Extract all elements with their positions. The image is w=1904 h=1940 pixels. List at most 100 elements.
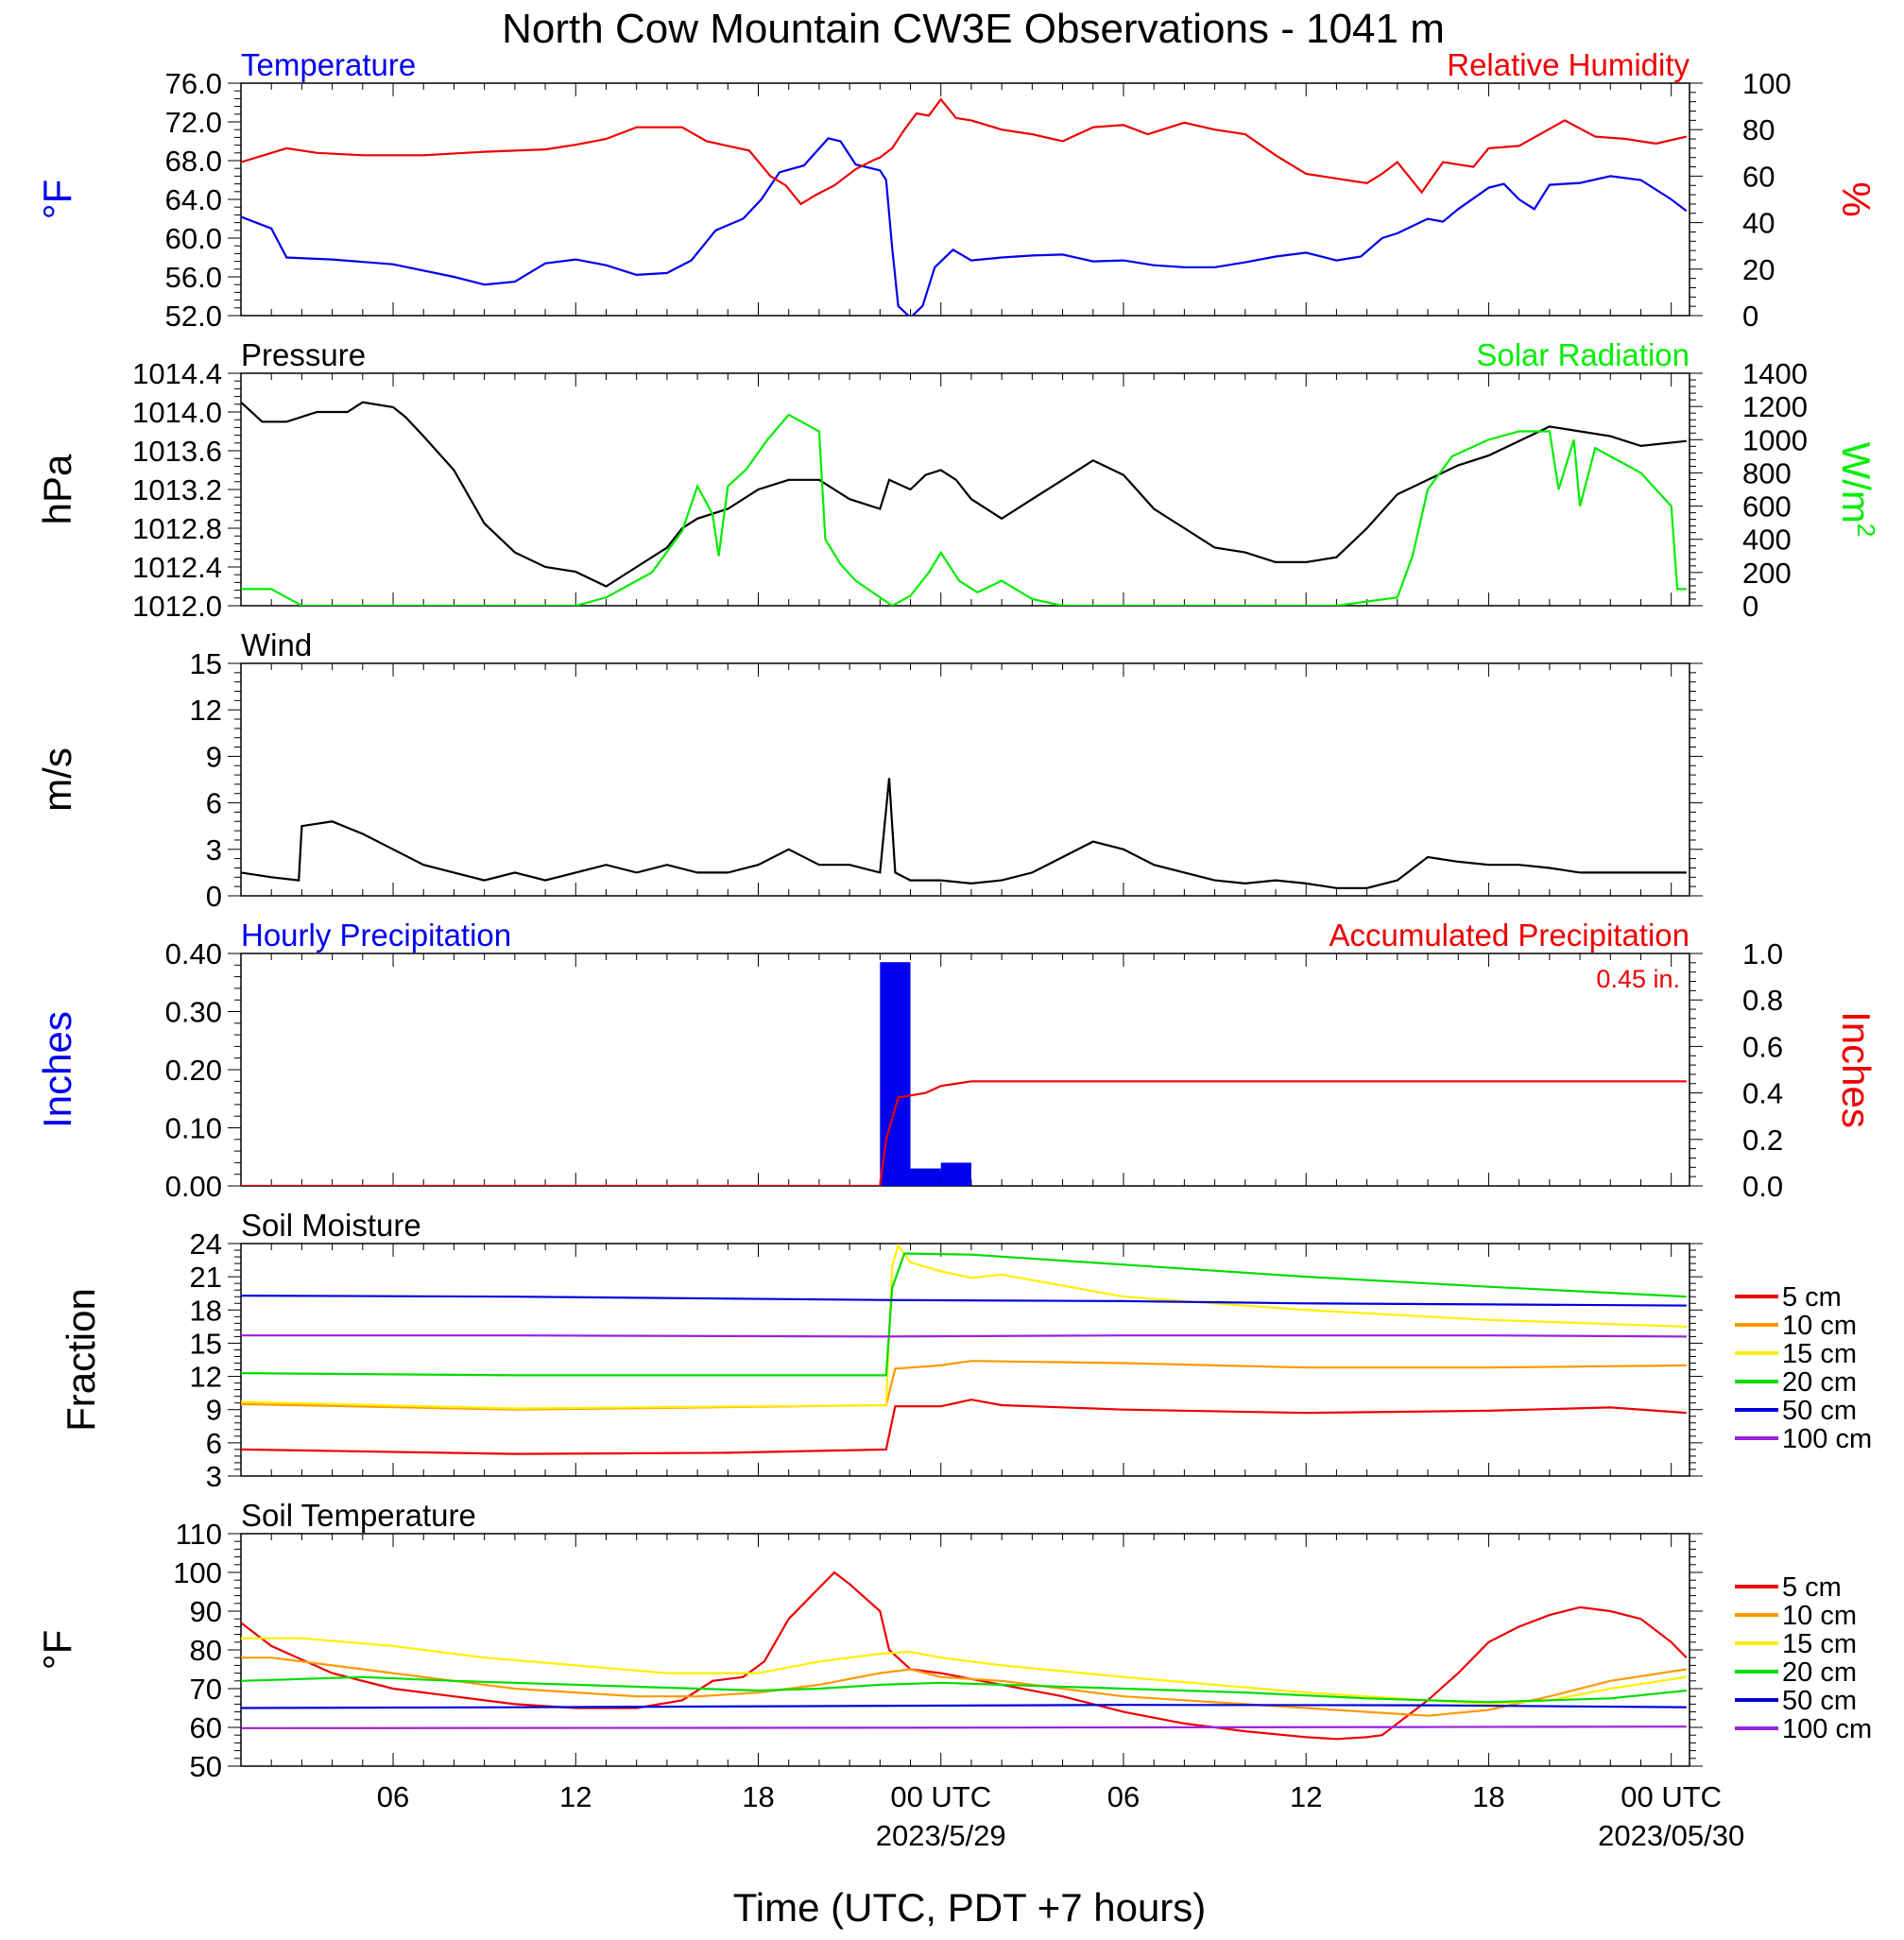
- x-tick-date-label: 2023/05/30: [1598, 1819, 1744, 1852]
- y2-tick-label: 80: [1742, 113, 1775, 146]
- series-line-20-cm: [241, 1675, 1687, 1704]
- series-line-50-cm: [241, 1295, 1687, 1307]
- y-tick-label: 60: [190, 1711, 222, 1744]
- y-tick-label: 15: [190, 1327, 222, 1360]
- series-line-pressure: [241, 401, 1687, 588]
- series-line-relative-humidity: [241, 97, 1688, 206]
- y-tick-label: 21: [190, 1261, 222, 1294]
- panel-left-title: Hourly Precipitation: [241, 918, 511, 953]
- y2-tick-label: 1.0: [1742, 937, 1783, 970]
- y-tick-label: 1012.8: [132, 512, 222, 545]
- legend-label: 10 cm: [1782, 1311, 1857, 1341]
- series-line-wind: [241, 778, 1687, 889]
- y2-tick-label: 60: [1742, 160, 1775, 193]
- y2-axis-label: %: [1834, 181, 1878, 216]
- y2-tick-label: 0.6: [1742, 1030, 1783, 1063]
- series-line-accumulated-precipitation: [241, 1080, 1687, 1186]
- y-tick-label: 68.0: [165, 145, 222, 178]
- y2-tick-label: 0.4: [1742, 1077, 1783, 1110]
- y-tick-label: 0.40: [165, 937, 222, 970]
- y-tick-label: 1012.4: [132, 551, 222, 584]
- y-tick-label: 0.20: [165, 1054, 222, 1087]
- precip-bar: [910, 1168, 941, 1186]
- y-axis-label: m/s: [35, 747, 79, 812]
- panel-left-title: Temperature: [241, 47, 416, 82]
- y-tick-label: 100: [173, 1556, 222, 1589]
- y-tick-label: 50: [190, 1750, 222, 1783]
- y-tick-label: 56.0: [165, 261, 222, 294]
- y-tick-label: 60.0: [165, 222, 222, 255]
- y2-tick-label: 600: [1742, 490, 1792, 524]
- y-tick-label: 24: [190, 1228, 222, 1261]
- series-line-50-cm: [241, 1704, 1687, 1709]
- x-tick-label: 12: [559, 1780, 592, 1813]
- y-tick-label: 0.30: [165, 996, 222, 1029]
- panel-frame: [240, 1243, 1690, 1477]
- y2-tick-label: 1000: [1742, 423, 1808, 456]
- y-tick-label: 1013.2: [132, 473, 222, 506]
- y-tick-label: 1013.6: [132, 435, 222, 468]
- y-tick-label: 90: [190, 1595, 222, 1628]
- x-tick-label: 06: [1107, 1780, 1140, 1813]
- panel-wind: 0 3 6 9 12 15 Wind m/s: [35, 627, 1703, 913]
- y-tick-label: 0: [206, 880, 222, 913]
- series-line-20-cm: [241, 1252, 1687, 1377]
- legend-label: 15 cm: [1782, 1339, 1857, 1369]
- x-tick-label: 00 UTC: [1621, 1780, 1722, 1813]
- panel-left-title: Pressure: [241, 337, 366, 372]
- y2-tick-label: 0.0: [1742, 1170, 1783, 1203]
- y2-tick-label: 1200: [1742, 390, 1808, 423]
- y2-tick-label: 0.8: [1742, 984, 1783, 1017]
- panel-left-title: Wind: [241, 627, 312, 662]
- chart-title: North Cow Mountain CW3E Observations - 1…: [502, 6, 1445, 52]
- y-tick-label: 9: [206, 740, 222, 773]
- series-line-solar-radiation: [241, 413, 1687, 606]
- y2-tick-label: 200: [1742, 557, 1792, 590]
- y-axis-label: °F: [35, 1630, 79, 1670]
- y2-tick-label: 400: [1742, 524, 1792, 557]
- legend-label: 100 cm: [1782, 1424, 1872, 1454]
- x-axis-title: Time (UTC, PDT +7 hours): [733, 1885, 1207, 1930]
- y2-tick-label: 1400: [1742, 357, 1808, 390]
- legend-label: 5 cm: [1782, 1282, 1842, 1313]
- y-tick-label: 9: [206, 1394, 222, 1427]
- y-axis-label: °F: [35, 180, 79, 219]
- y-tick-label: 70: [190, 1673, 222, 1706]
- y2-tick-label: 40: [1742, 207, 1775, 240]
- y2-label-base: W/m: [1834, 442, 1878, 524]
- x-tick-label: 00 UTC: [890, 1780, 991, 1813]
- panel-right-title: Accumulated Precipitation: [1329, 918, 1690, 953]
- y-tick-label: 1012.0: [132, 590, 222, 623]
- y2-tick-label: 800: [1742, 456, 1792, 489]
- legend-label: 50 cm: [1782, 1396, 1857, 1426]
- precip-bar: [940, 1162, 971, 1186]
- y-tick-label: 6: [206, 1427, 222, 1460]
- y2-tick-label: 100: [1742, 67, 1792, 100]
- y-tick-label: 6: [206, 787, 222, 820]
- series-line-temperature: [241, 137, 1688, 316]
- y-axis-label: Inches: [35, 1011, 79, 1128]
- x-tick-date-label: 2023/5/29: [876, 1819, 1006, 1852]
- x-tick-label: 06: [377, 1780, 409, 1813]
- y2-axis-label: Inches: [1834, 1011, 1878, 1128]
- y-tick-label: 3: [206, 1460, 222, 1493]
- y-tick-label: 76.0: [165, 67, 222, 100]
- panel-soil-temperature: 50 60 70 80 90 100 110 Soil Temperature °F: [35, 1498, 1703, 1783]
- panel-right-title: Relative Humidity: [1447, 47, 1690, 82]
- y-tick-label: 12: [190, 694, 222, 727]
- y2-tick-label: 0: [1742, 590, 1758, 623]
- y-axis-label: hPa: [35, 454, 79, 524]
- panels-group: 52.056.060.064.068.072.076.0020406080100…: [35, 47, 1880, 1783]
- x-tick-labels: 06 12 18 00 UTC 2023/5/29 06 12 18 00 UTC 2023/05…: [377, 1780, 1744, 1852]
- y-tick-label: 64.0: [165, 183, 222, 216]
- y2-label-superscript: 2: [1852, 524, 1880, 537]
- panel-frame: [240, 662, 1690, 897]
- legend-label: 20 cm: [1782, 1657, 1857, 1688]
- legend-label: 5 cm: [1782, 1572, 1842, 1603]
- y-tick-label: 0.00: [165, 1170, 222, 1203]
- y-tick-label: 0.10: [165, 1112, 222, 1145]
- y-tick-label: 3: [206, 833, 222, 867]
- y-tick-label: 18: [190, 1294, 222, 1327]
